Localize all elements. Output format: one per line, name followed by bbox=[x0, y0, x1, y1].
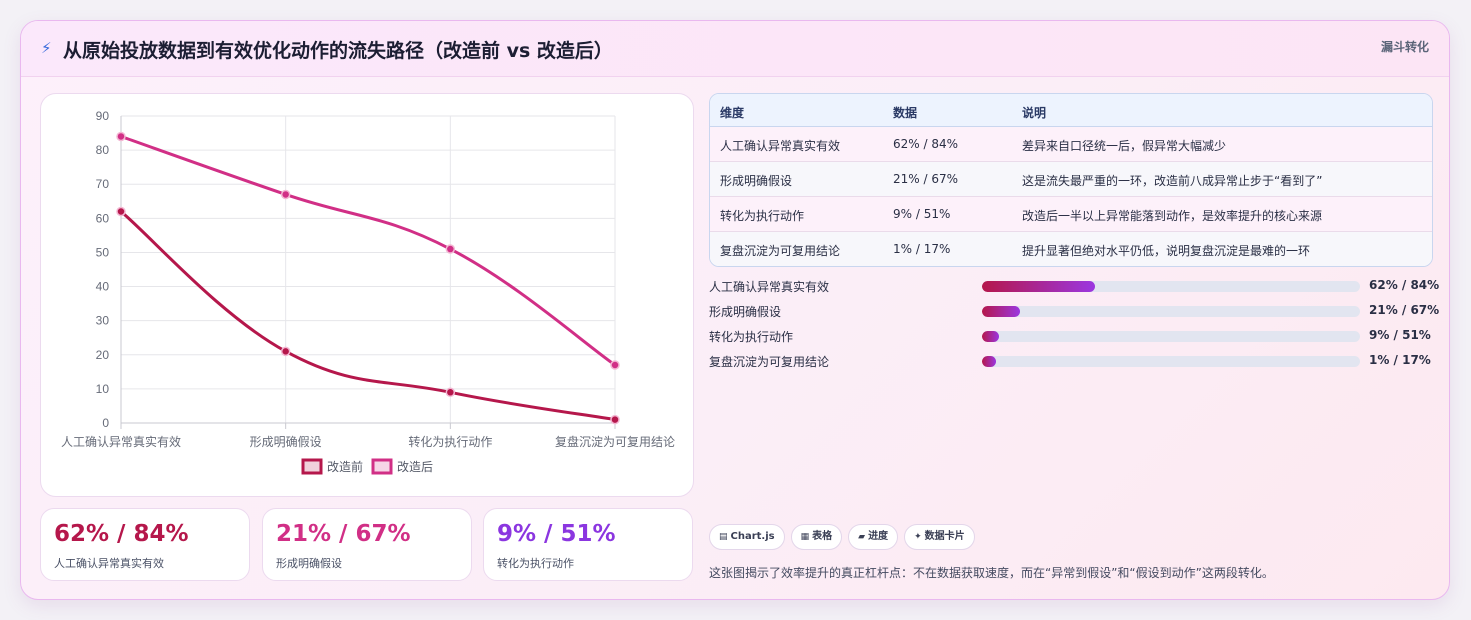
table-row: 复盘沉淀为可复用结论 1% / 17% 提升显著但绝对水平仍低，说明复盘沉淀是最… bbox=[710, 232, 1432, 266]
progress-row: 人工确认异常真实有效 62% / 84% bbox=[709, 276, 1439, 296]
progress-track bbox=[982, 281, 1360, 292]
card-icon: ✦ bbox=[914, 532, 922, 542]
legend-label: 改造后 bbox=[397, 460, 433, 474]
table-header-row: 维度 数据 说明 bbox=[710, 94, 1432, 127]
table-cell: 提升显著但绝对水平仍低，说明复盘沉淀是最难的一环 bbox=[1022, 244, 1311, 258]
kpi-card-1: 62% / 84% 人工确认异常真实有效 bbox=[40, 508, 250, 581]
table-cell: 差异来自口径统一后，假异常大幅减少 bbox=[1022, 139, 1227, 153]
y-tick-label: 80 bbox=[96, 143, 110, 157]
x-tick-label: 人工确认异常真实有效 bbox=[61, 434, 181, 449]
kpi-label: 人工确认异常真实有效 bbox=[54, 557, 164, 570]
funnel-card: ⚡ 从原始投放数据到有效优化动作的流失路径（改造前 vs 改造后） 漏斗转化 0… bbox=[20, 20, 1450, 600]
chip-label: 数据卡片 bbox=[924, 531, 965, 542]
table-cell: 人工确认异常真实有效 bbox=[720, 139, 841, 153]
kpi-label: 形成明确假设 bbox=[276, 557, 342, 570]
progress-label: 形成明确假设 bbox=[709, 305, 782, 319]
data-point bbox=[116, 131, 126, 142]
data-point bbox=[610, 360, 620, 370]
y-tick-label: 30 bbox=[96, 314, 110, 328]
table-cell: 改造后一半以上异常能落到动作，是效率提升的核心来源 bbox=[1022, 209, 1323, 223]
y-tick-label: 50 bbox=[96, 245, 110, 259]
progress-row: 复盘沉淀为可复用结论 1% / 17% bbox=[709, 351, 1433, 371]
table-header-cell: 数据 bbox=[893, 106, 918, 120]
kpi-label: 转化为执行动作 bbox=[497, 557, 574, 570]
progress-label: 复盘沉淀为可复用结论 bbox=[709, 355, 830, 369]
progress-fill bbox=[982, 306, 1020, 317]
table-header-cell: 说明 bbox=[1022, 106, 1047, 120]
progress-track bbox=[982, 306, 1360, 317]
table-cell: 复盘沉淀为可复用结论 bbox=[720, 244, 841, 258]
kpi-value: 9% / 51% bbox=[497, 521, 616, 547]
table-cell: 9% / 51% bbox=[893, 207, 951, 221]
y-tick-label: 20 bbox=[96, 348, 110, 362]
x-tick-label: 复盘沉淀为可复用结论 bbox=[555, 434, 675, 449]
progress-value: 9% / 51% bbox=[1369, 328, 1431, 342]
data-table: 维度 数据 说明 人工确认异常真实有效 62% / 84% 差异来自口径统一后，… bbox=[709, 93, 1433, 267]
progress-fill bbox=[982, 331, 999, 342]
table-row: 人工确认异常真实有效 62% / 84% 差异来自口径统一后，假异常大幅减少 bbox=[710, 127, 1432, 162]
chip-progress[interactable]: ▰ 进度 bbox=[848, 524, 899, 550]
data-point bbox=[116, 206, 126, 217]
tech-chips: ▤ Chart.js ▦ 表格 ▰ 进度 ✦ 数据卡片 bbox=[709, 524, 981, 550]
progress-fill bbox=[982, 281, 1096, 292]
data-point bbox=[280, 346, 291, 357]
table-row: 形成明确假设 21% / 67% 这是流失最严重的一环，改造前八成异常止步于“看… bbox=[710, 162, 1432, 197]
data-point bbox=[280, 189, 291, 200]
y-tick-label: 10 bbox=[96, 382, 110, 396]
chip-label: 表格 bbox=[812, 531, 833, 542]
card-title: 从原始投放数据到有效优化动作的流失路径（改造前 vs 改造后） bbox=[63, 40, 613, 62]
kpi-value: 62% / 84% bbox=[54, 521, 189, 547]
series-line bbox=[120, 210, 616, 422]
progress-row: 转化为执行动作 9% / 51% bbox=[709, 326, 1433, 346]
chip-label: 进度 bbox=[868, 531, 889, 542]
chip-label: Chart.js bbox=[730, 531, 775, 542]
table-cell: 21% / 67% bbox=[893, 172, 959, 186]
table-header-cell: 维度 bbox=[720, 106, 745, 120]
progress-icon: ▰ bbox=[858, 532, 866, 542]
lightning-icon: ⚡ bbox=[41, 39, 52, 57]
chip-chartjs[interactable]: ▤ Chart.js bbox=[709, 524, 785, 550]
legend-swatch bbox=[371, 458, 393, 475]
chip-data-card[interactable]: ✦ 数据卡片 bbox=[904, 524, 975, 550]
progress-track bbox=[982, 356, 1360, 367]
progress-track bbox=[982, 331, 1360, 342]
chart-icon: ▤ bbox=[719, 532, 728, 542]
data-point bbox=[445, 244, 456, 254]
y-tick-label: 0 bbox=[102, 416, 109, 430]
progress-fill bbox=[982, 356, 997, 367]
legend-swatch bbox=[301, 458, 323, 475]
kpi-card-2: 21% / 67% 形成明确假设 bbox=[262, 508, 472, 581]
progress-value: 62% / 84% bbox=[1369, 278, 1440, 292]
data-point bbox=[610, 414, 620, 425]
y-tick-label: 40 bbox=[96, 280, 110, 294]
legend-label: 改造前 bbox=[327, 459, 363, 474]
table-cell: 形成明确假设 bbox=[720, 174, 793, 188]
table-cell: 1% / 17% bbox=[893, 242, 951, 256]
progress-label: 人工确认异常真实有效 bbox=[709, 280, 830, 294]
table-cell: 转化为执行动作 bbox=[720, 209, 805, 223]
progress-row: 形成明确假设 21% / 67% bbox=[709, 301, 1439, 321]
x-tick-label: 转化为执行动作 bbox=[408, 434, 492, 449]
progress-value: 21% / 67% bbox=[1369, 303, 1440, 317]
kpi-card-3: 9% / 51% 转化为执行动作 bbox=[483, 508, 693, 581]
series-line bbox=[120, 135, 616, 367]
x-tick-label: 形成明确假设 bbox=[250, 435, 322, 449]
table-cell: 这是流失最严重的一环，改造前八成异常止步于“看到了” bbox=[1022, 174, 1323, 188]
y-tick-label: 60 bbox=[96, 211, 110, 225]
data-point bbox=[445, 387, 456, 398]
table-cell: 62% / 84% bbox=[893, 137, 959, 151]
chip-table[interactable]: ▦ 表格 bbox=[790, 524, 843, 550]
line-chart: 0 10 20 30 40 50 60 70 80 90 人工确认异常真实有效 形成明确假设 转化为执行… bbox=[40, 93, 694, 497]
category-tag: 漏斗转化 bbox=[1380, 40, 1429, 54]
table-icon: ▦ bbox=[800, 532, 810, 542]
chart-svg: 0 10 20 30 40 50 60 70 80 90 人工确认异常真实有效 形成明确假设 转化为执行… bbox=[61, 109, 675, 475]
progress-value: 1% / 17% bbox=[1369, 353, 1431, 367]
kpi-value: 21% / 67% bbox=[276, 521, 411, 547]
progress-label: 转化为执行动作 bbox=[709, 330, 794, 344]
y-tick-label: 70 bbox=[96, 177, 110, 191]
table-row: 转化为执行动作 9% / 51% 改造后一半以上异常能落到动作，是效率提升的核心… bbox=[710, 197, 1432, 232]
card-header: ⚡ 从原始投放数据到有效优化动作的流失路径（改造前 vs 改造后） 漏斗转化 bbox=[21, 21, 1449, 77]
insight-note: 这张图揭示了效率提升的真正杠杆点：不在数据获取速度，而在“异常到假设”和“假设到… bbox=[709, 566, 1274, 580]
y-tick-label: 90 bbox=[96, 109, 110, 123]
